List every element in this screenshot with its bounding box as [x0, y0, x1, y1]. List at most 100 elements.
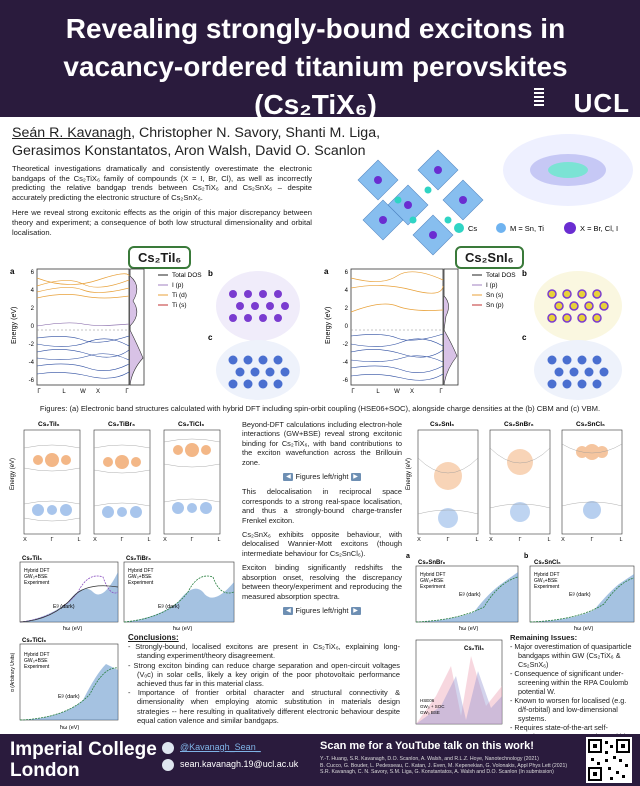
panel-a-left: a [10, 267, 15, 276]
qr-code[interactable] [586, 737, 632, 783]
email-icon [162, 758, 174, 771]
figures-left-right-button[interactable]: ◀ Figures left/right ▶ [242, 606, 402, 615]
svg-text:X: X [561, 537, 565, 543]
ti-ytick: -4 [29, 360, 35, 366]
remaining-item: Known to worsen for localised (e.g. d/f-… [510, 696, 636, 723]
svg-text:Eᵍ (dark): Eᵍ (dark) [58, 694, 80, 700]
middle-p3: Cs₂SnX₆ exhibits opposite behaviour, wit… [242, 530, 402, 558]
sn-legend-item: Total DOS [486, 272, 516, 279]
structure-legend: Cs M = Sn, Ti X = Br, Cl, I [454, 222, 618, 234]
absorption-sn: a Cs₂SnBr₆ Eᵍ (dark) Hybrid DFTGW₀+BSEEx… [406, 553, 635, 632]
sn-ytick: 4 [345, 288, 349, 294]
svg-text:L: L [217, 537, 220, 543]
svg-text:Experiment: Experiment [534, 584, 560, 590]
sn-ytick: 2 [345, 306, 349, 312]
svg-text:GW₀ BSE: GW₀ BSE [420, 710, 440, 715]
svg-text:Eᵍ (dark): Eᵍ (dark) [569, 592, 591, 598]
sn-ytick: -6 [343, 378, 349, 384]
conclusion-item: Importance of frontier orbital character… [128, 688, 400, 725]
ylabel-sn: Energy (eV) [325, 307, 332, 344]
perovskite-lattice [357, 149, 484, 256]
scan-prompt: Scan me for a YouTube talk on this work! [320, 740, 534, 752]
svg-text:Experiment: Experiment [420, 584, 446, 590]
arrow-left-icon: ◀ [283, 473, 294, 482]
remaining-heading: Remaining Issues: [510, 633, 578, 642]
bse-panel: Cs₂TiBr₆ X Γ L [93, 421, 150, 543]
bse-panels-ti: Energy (eV) Cs₂TiI₆ X Γ L Cs₂TiBr₆ X Γ L Cs₂… [10, 421, 221, 543]
svg-text:Cs₂SnBr₆: Cs₂SnBr₆ [418, 560, 446, 566]
svg-text:Experiment: Experiment [128, 580, 154, 586]
svg-text:Γ: Γ [446, 537, 449, 543]
ti-legend-item: I (p) [172, 282, 184, 289]
kpt: Γ [351, 389, 355, 395]
remaining-issues: Remaining Issues: Major overestimation o… [510, 633, 636, 750]
email-link[interactable]: sean.kavanagh.19@ucl.ac.uk [180, 759, 299, 769]
conclusion-item: Strong exciton binding can reduce charge… [128, 661, 400, 689]
remaining-item: Consequence of significant under-screeni… [510, 669, 636, 696]
svg-text:GW₀+BSE: GW₀+BSE [24, 574, 48, 580]
svg-text:Eᵍ (dark): Eᵍ (dark) [158, 604, 180, 610]
svg-text:Eᵍ (dark): Eᵍ (dark) [53, 604, 75, 610]
figures-left-right-button[interactable]: ◀ Figures left/right ▶ [242, 472, 402, 482]
svg-text:HSE06: HSE06 [420, 698, 435, 703]
panel-c-left: c [208, 333, 213, 342]
kpt: W [394, 389, 400, 395]
svg-text:ħω (eV): ħω (eV) [574, 626, 593, 632]
svg-text:ħω (eV): ħω (eV) [63, 626, 82, 632]
poster-footer: Imperial College London @Kavanagh_Sean_ … [0, 734, 640, 786]
ylabel-ti: Energy (eV) [11, 307, 18, 344]
cs2tii6-label: Cs₂TiI₆ [128, 246, 192, 269]
poster-title: Revealing strongly-bound excitons in vac… [63, 13, 568, 120]
svg-text:L: L [475, 537, 478, 543]
kpt: Γ [125, 389, 129, 395]
absorption-ticl6: Cs₂TiCl₆ α (Arbitrary Units) Eᵍ (dark) H… [10, 638, 119, 731]
svg-text:ħω (eV): ħω (eV) [60, 725, 79, 731]
svg-text:Cs₂TiI₆: Cs₂TiI₆ [22, 556, 42, 562]
sn-ytick: -2 [343, 342, 349, 348]
bse-title: Cs₂TiBr₆ [108, 421, 135, 428]
svg-text:X: X [93, 537, 97, 543]
svg-text:Hybrid DFT: Hybrid DFT [24, 568, 50, 574]
cbm-density-sn [534, 271, 622, 341]
legend-m: M = Sn, Ti [510, 224, 544, 233]
svg-text:Γ: Γ [120, 537, 123, 543]
svg-text:GW₀+BSE: GW₀+BSE [534, 578, 558, 584]
svg-text:Eᵍ (dark): Eᵍ (dark) [459, 592, 481, 598]
svg-text:GW₀+BSE: GW₀+BSE [420, 578, 444, 584]
ti-legend-item: Ti (s) [172, 302, 187, 309]
density-ellipse-figure [503, 134, 633, 206]
svg-text:X: X [23, 537, 27, 543]
vbm-density-sn [534, 340, 622, 400]
svg-text:ħω (eV): ħω (eV) [459, 626, 478, 632]
bse-title: Cs₂TiI₆ [38, 421, 60, 428]
references: Y.-T. Huang, S.R. Kavanagh, D.O. Scanlon… [320, 756, 568, 776]
sn-legend-item: I (p) [486, 282, 498, 289]
middle-p2: This delocalisation in reciprocal space … [242, 487, 402, 525]
kpt: Γ [439, 389, 443, 395]
ti-ytick: -2 [29, 342, 35, 348]
sn-yticks: 6 4 2 0 -2 -4 -6 [343, 270, 349, 384]
kpt: L [62, 389, 66, 395]
ti-ytick: 2 [31, 306, 35, 312]
arrow-left-icon: ◀ [283, 606, 294, 615]
twitter-link[interactable]: @Kavanagh_Sean_ [180, 742, 261, 752]
svg-text:GW₀+BSE: GW₀+BSE [128, 574, 152, 580]
bse-ylabel-sn: Energy (eV) [406, 458, 412, 490]
sn-ytick: 6 [345, 270, 349, 276]
abstract: Theoretical investigations dramatically … [12, 164, 312, 243]
imperial-logo: Imperial College London [10, 739, 157, 781]
svg-text:Experiment: Experiment [24, 580, 50, 586]
ucl-logo: UCL [573, 88, 630, 118]
svg-text:GW₀ + SOC: GW₀ + SOC [420, 704, 445, 709]
absorption-panel: Cs₂SnCl₆ Eᵍ (dark) Hybrid DFTGW₀+BSEExpe… [529, 560, 635, 632]
panel-b-left: b [208, 269, 213, 278]
kpt: X [410, 389, 414, 395]
svg-text:b: b [524, 553, 528, 560]
svg-text:Cs₂TiBr₆: Cs₂TiBr₆ [126, 556, 151, 562]
conclusions-heading: Conclusions: [128, 633, 179, 642]
remaining-item: Major overestimation of quasiparticle ba… [510, 642, 636, 669]
svg-text:Experiment: Experiment [24, 664, 50, 670]
first-author[interactable]: Seán R. Kavanagh [12, 125, 132, 141]
ucl-logo-bars [534, 88, 544, 110]
conclusions: Conclusions: Strongly-bound, localised e… [128, 633, 400, 725]
